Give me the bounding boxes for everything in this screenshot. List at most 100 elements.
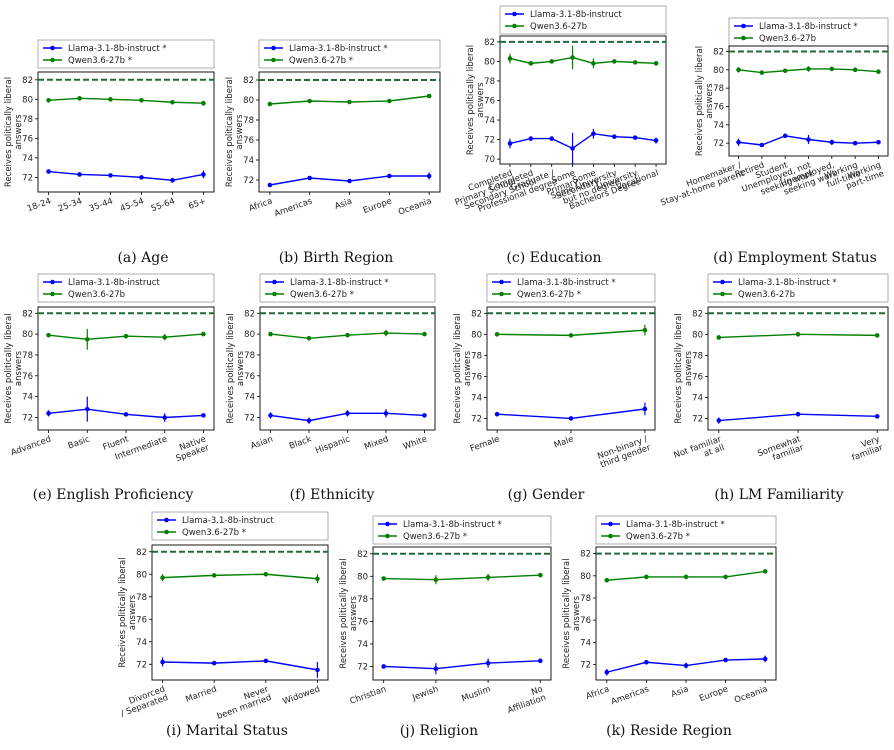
legend-label: Qwen3.6-27b [759,34,816,44]
x-tick-label: Neverbeen married [213,684,274,722]
legend-label: Qwen3.6-27b [738,290,795,300]
x-tick-label-line: Oceania [733,684,769,705]
y-tick-label: 72 [580,660,591,670]
series-line [383,660,541,670]
y-tick-label: 72 [692,414,703,424]
data-point [612,59,617,64]
x-tick-label-line: Europe [362,196,394,216]
data-point [604,577,610,583]
data-point [762,569,768,574]
y-axis-label-line1: Receives politically liberal [674,313,684,423]
y-tick-label: 82 [692,309,703,319]
data-point [507,56,513,61]
subplot-2: Llama-3.1-8b-instruct * Qwen3.6-27b * 72 74… [225,39,441,266]
y-tick-label: 74 [357,640,368,650]
data-point [736,67,741,73]
y-axis-label-line1: Receives politically liberal [226,313,236,423]
data-point [632,135,638,140]
y-tick-label: 82 [243,76,254,86]
legend-label: Llama-3.1-8b-instruct [68,278,160,288]
legend-frame [372,515,552,545]
subplot-6: Llama-3.1-8b-instruct * Qwen3.6-27b * 72 74… [226,273,436,503]
series-qwen [381,572,543,585]
x-tick-label: Advanced [10,434,53,458]
series-qwen [160,571,320,584]
data-point [723,574,728,580]
legend-label: Qwen3.6-27b [68,290,125,300]
x-tick-label-line: Africa [248,196,274,214]
data-point [77,96,82,101]
legend: Llama-3.1-8b-instruct * Qwen3.6-27b [728,17,889,47]
x-tick-label-line: 35-44 [88,196,115,214]
legend: Llama-3.1-8b-instruct * Qwen3.6-27b * [595,515,777,545]
data-point [263,571,269,577]
y-tick-label: 74 [22,393,33,403]
data-point [549,136,554,141]
data-point [653,138,659,143]
y-tick-label: 80 [484,57,495,67]
series-qwen [46,96,206,106]
series-llama [736,133,881,148]
y-tick-label: 74 [713,121,724,131]
data-point [433,666,439,672]
legend-marker [272,291,277,297]
data-point [345,411,350,416]
x-tick-label-line: Basic [67,434,92,451]
x-tick-label: Europe [362,196,394,216]
legend-frame [259,273,436,303]
x-tick-label-line: Jewish [410,684,440,703]
y-tick-label: 80 [243,96,254,106]
x-tick-label: Africa [248,196,274,214]
y-tick-label: 82 [136,548,147,558]
legend-label: Llama-3.1-8b-instruct * [738,278,837,288]
y-tick-label: 76 [484,96,495,106]
subplot-caption: (e) English Proficiency [33,487,194,503]
legend-frame [499,5,667,35]
data-point [876,139,881,145]
x-tick-label: Americas [273,196,314,219]
y-axis-label-line1: Receives politically liberal [453,313,463,423]
legend-marker [499,279,504,285]
x-tick-label: Europe [698,684,730,704]
data-point [268,331,273,337]
data-point [644,659,649,665]
legend-frame [486,273,656,303]
legend-label: Llama-3.1-8b-instruct * [517,278,616,288]
series-line [509,56,657,65]
x-tick-label: Christian [349,684,388,706]
x-tick-label: Oceania [397,196,433,217]
plot-frame [258,71,441,193]
series-llama [268,409,427,424]
data-point [306,335,312,341]
y-axis-label-line2: answers [463,350,473,386]
legend: Llama-3.1-8b-instruct * Qwen3.6-27b * [372,515,552,545]
x-tick-label-line: Africa [585,684,611,702]
data-point [387,98,392,104]
x-tick-label: White [402,434,429,452]
plot-frame [499,35,667,165]
data-point [736,139,741,145]
x-tick-label-line: Married [184,684,218,704]
y-axis-label: Receives politically liberalanswers [4,77,24,187]
y-axis-label: Receives politically liberalanswers [674,313,694,423]
y-axis-label-line1: Receives politically liberal [225,77,235,187]
y-tick-label: 74 [484,116,495,126]
y-tick-label: 72 [22,173,33,183]
series-line [162,660,318,671]
data-point [806,137,811,142]
series-qwen [494,324,648,338]
legend-label: Llama-3.1-8b-instruct * [290,278,389,288]
legend-marker [272,279,277,285]
x-tick-label: Africa [585,684,611,702]
y-tick-label: 72 [22,413,33,423]
series-qwen [268,329,427,341]
subplot-3: Llama-3.1-8b-instruct Qwen3.6-27b 70 72 74 76… [454,5,667,266]
data-point [84,337,90,342]
y-axis-label: Receives politically liberalanswers [453,313,473,423]
x-tick-label: 35-44 [88,196,115,214]
subplot-9: Llama-3.1-8b-instruct Qwen3.6-27b * 72 74 76… [118,511,329,739]
legend-frame [595,515,777,545]
x-tick-label-line: Americas [610,684,651,707]
y-tick-label: 76 [22,134,33,144]
x-tick-label-line: Americas [273,196,314,219]
